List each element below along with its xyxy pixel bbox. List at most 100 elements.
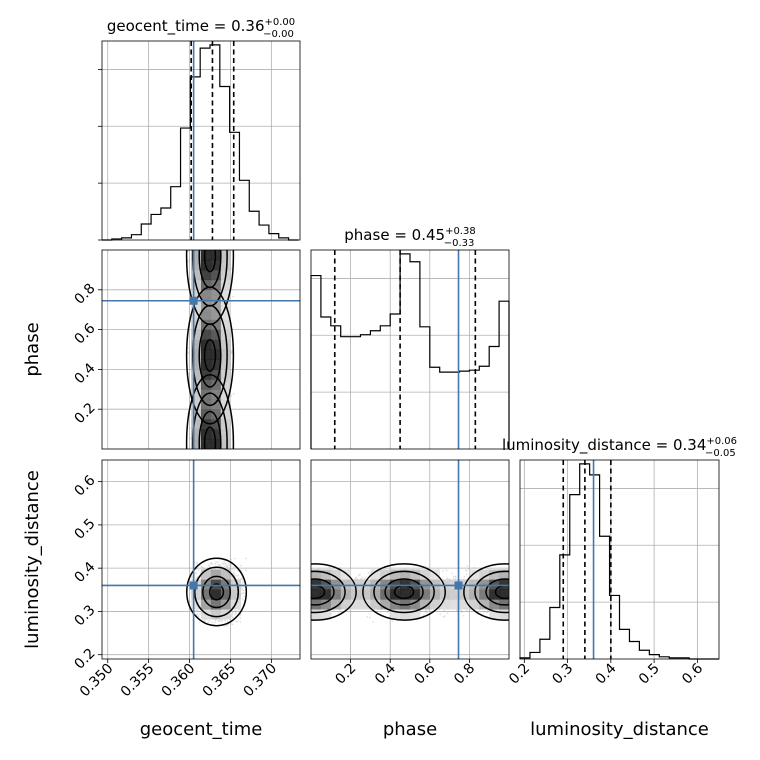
density-cell [230,589,241,600]
y-tick-label: 0.2 [72,400,99,427]
density-cell [191,299,202,310]
hist-panel-phase: phase = 0.45+0.38 −0.33 [310,226,510,450]
density-cell [210,299,222,310]
title-upper: +0.38 [445,226,476,237]
contour-line [203,426,217,449]
title-phase: phase = 0.45+0.38 −0.33 [344,226,475,249]
density-cell [191,289,202,301]
density-cell [390,599,401,610]
contour-line [485,578,509,606]
density-cell [459,599,470,610]
density-cell [370,589,381,600]
density-cell [410,609,421,620]
density-cell [210,359,222,370]
density-cell [210,309,222,320]
density-cell [201,569,212,580]
title-value: geocent_time = 0.36 [107,17,265,36]
title-geocent_time: geocent_time = 0.36+0.00 −0.00 [107,17,295,40]
density-cell [191,399,202,410]
density-cell [410,599,421,610]
corner-panels: geocent_time = 0.36+0.00 −0.00 phase = 0.4… [22,17,737,740]
density-cell [320,579,332,590]
density-cell [230,579,241,590]
density-cell [191,349,202,360]
contour-line [311,578,335,606]
density-cell [220,250,231,261]
y-tick-label: 0.4 [72,559,99,586]
density-cell [340,599,351,610]
density-cell [210,279,222,291]
density-cell [220,439,231,449]
density-cell [210,369,222,380]
density-cell [220,409,231,420]
density-cell [311,589,322,600]
density-cell [380,599,391,610]
density-cell [220,569,231,580]
x-tick-label: 0.2 [506,661,533,688]
x-tick-label: 0.5 [636,661,663,688]
truth-marker [189,296,198,305]
contour-line [186,557,248,627]
x-tick-label: 0.8 [451,661,478,688]
contour-line [311,570,346,614]
density-cell [201,419,212,430]
density-cell [210,269,222,281]
density-cell [350,599,361,610]
density-cell [220,579,231,590]
contour-line [384,578,424,606]
contour-line [185,250,235,325]
density-cell [489,589,500,600]
density-cell [220,429,231,440]
density-cell [360,589,371,600]
density-cell [220,359,231,370]
density-cell [191,369,202,380]
hist-panel-geocent_time: geocent_time = 0.36+0.00 −0.00 [98,17,301,241]
density-cell [210,289,222,301]
histogram-geocent_time [102,44,299,241]
panel-frame [310,249,510,450]
density-cell [400,569,411,580]
density-marks [185,250,235,449]
density-marks [186,557,248,627]
density-cell [201,599,212,610]
density-cell [429,599,440,610]
y-axis-label-phase: phase [22,322,43,376]
density-cell [330,589,341,600]
density-cell [201,250,212,261]
x-axis-label-luminosity_distance: luminosity_distance [530,719,709,740]
density-cell [479,569,490,580]
density-cell [201,579,212,590]
x-tick-label: 0.4 [593,660,620,687]
density-cell [311,579,322,590]
contour-line [474,570,509,614]
density-marks [311,563,509,623]
density-cell [499,579,509,590]
x-axis-label-phase: phase [383,719,437,740]
density-cell [390,579,401,590]
contour-line [463,563,509,621]
contour-line [311,563,357,621]
y-tick-label: 0.4 [72,360,99,387]
y-axis-label-luminosity_distance: luminosity_distance [22,470,43,649]
density-cell [360,599,371,610]
density-cell [469,579,480,590]
density-cell [191,359,202,370]
contour-line [194,566,240,618]
panel-frame [310,459,510,660]
density-cell [489,609,500,620]
x-tick-label: 0.6 [412,660,439,687]
density-cell [210,259,222,271]
density-cell [191,419,202,430]
density-cell [191,309,202,320]
density-cell [390,569,401,580]
density-cell [320,569,332,580]
density-cell [489,599,500,610]
title-value: phase = 0.45 [344,226,445,244]
x-tick-label: 0.4 [372,660,399,687]
density-cell [489,569,500,580]
density-cell [330,579,341,590]
density-cell [449,599,460,610]
density-cell [201,289,212,301]
x-tick-label: 0.6 [679,660,706,687]
density-cell [370,569,381,580]
